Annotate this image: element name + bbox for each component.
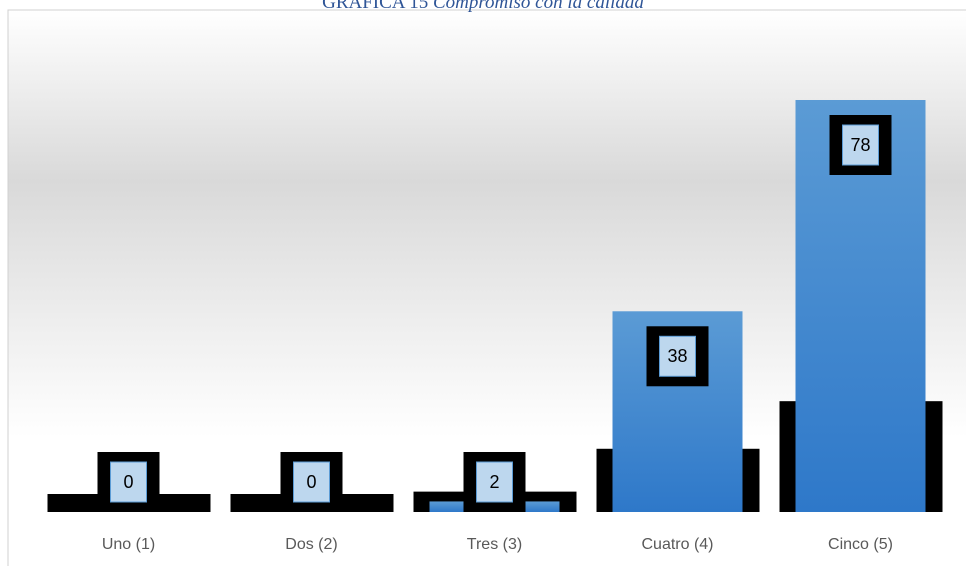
x-tick-label: Uno (1) bbox=[102, 536, 155, 553]
x-tick-label: Cinco (5) bbox=[828, 536, 893, 553]
data-label: 0 bbox=[306, 472, 316, 492]
data-label: 38 bbox=[667, 346, 687, 366]
x-tick-label: Cuatro (4) bbox=[641, 536, 713, 553]
data-label: 78 bbox=[850, 135, 870, 155]
data-label: 0 bbox=[123, 472, 133, 492]
label-box bbox=[842, 124, 879, 166]
x-tick-label: Tres (3) bbox=[467, 536, 522, 553]
label-box bbox=[110, 461, 147, 503]
title-text: GRAFICA 15 bbox=[322, 0, 428, 13]
label-box bbox=[476, 461, 513, 503]
label-box bbox=[659, 335, 696, 377]
data-label: 2 bbox=[489, 472, 499, 492]
chart-title: GRAFICA 15 Compromiso con la calidad bbox=[322, 0, 644, 13]
label-box bbox=[293, 461, 330, 503]
x-tick-label: Dos (2) bbox=[285, 536, 337, 553]
subtitle-text: Compromiso con la calidad bbox=[433, 0, 644, 13]
